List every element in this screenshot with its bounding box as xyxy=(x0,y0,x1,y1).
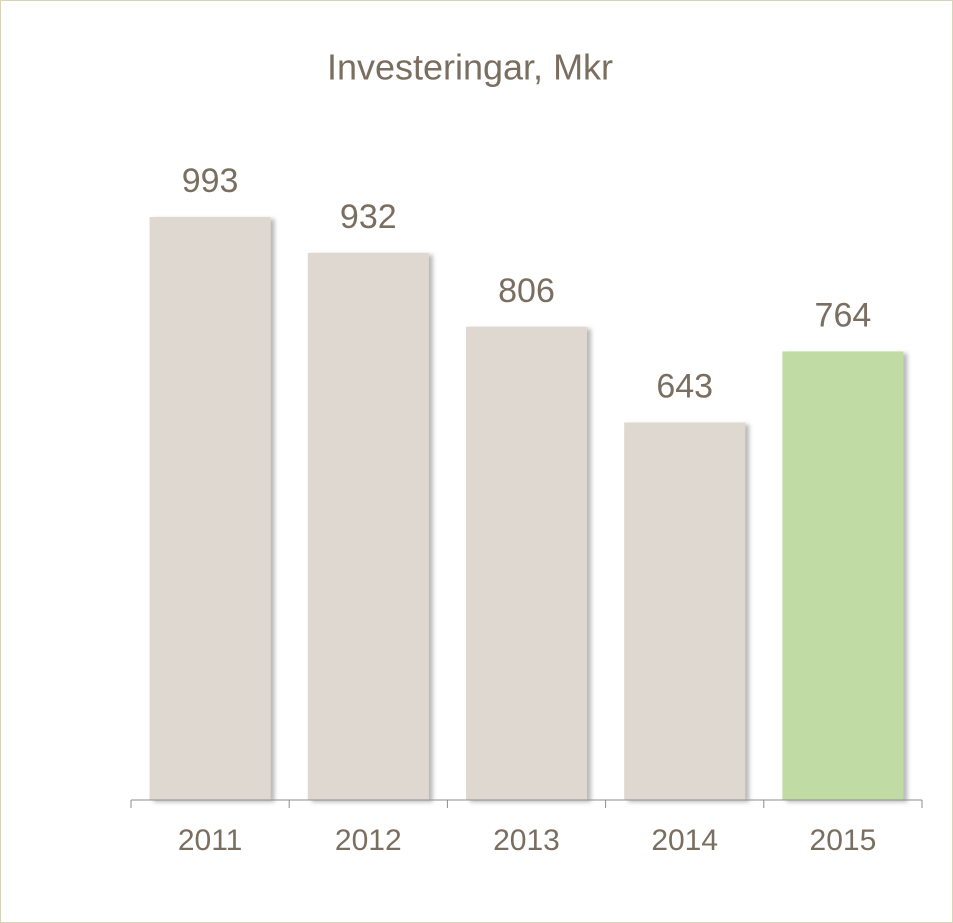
bar xyxy=(782,351,904,800)
data-label: 764 xyxy=(815,296,872,334)
data-label: 932 xyxy=(340,198,397,236)
x-tick-label: 2013 xyxy=(493,824,560,857)
x-tick-label: 2011 xyxy=(178,824,243,857)
x-tick-label: 2012 xyxy=(335,824,402,857)
data-label: 993 xyxy=(182,162,239,200)
data-label: 643 xyxy=(656,367,713,405)
data-label: 806 xyxy=(498,272,555,310)
bar xyxy=(307,252,429,800)
x-tick-label: 2014 xyxy=(651,824,718,857)
bar xyxy=(149,217,271,800)
bar xyxy=(624,422,746,800)
bar xyxy=(466,326,587,800)
x-tick-label: 2015 xyxy=(810,824,877,857)
chart-title: Investeringar, Mkr xyxy=(327,47,613,88)
